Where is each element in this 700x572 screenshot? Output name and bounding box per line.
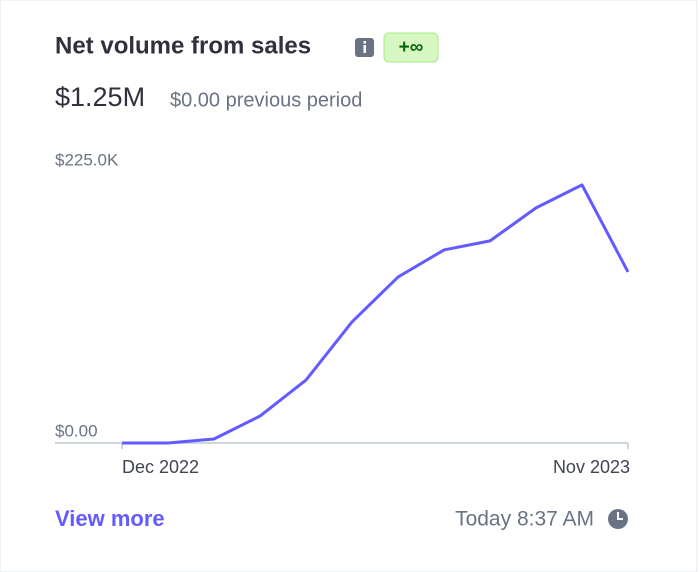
badge-text: +∞	[399, 37, 424, 58]
x-tick-label: Nov 2023	[553, 457, 630, 477]
y-tick-label: $225.0K	[55, 150, 119, 169]
updated-time: Today 8:37 AM	[455, 508, 594, 531]
view-more-link[interactable]: View more	[55, 506, 165, 531]
chart-title: Net volume from sales	[55, 32, 311, 59]
line	[122, 183, 630, 445]
info-icon-glyph	[363, 45, 366, 53]
clock-hands	[617, 512, 623, 520]
comparison: $0.00 previous period	[170, 89, 362, 111]
y-tick-label: $0.00	[55, 421, 98, 440]
info-icon-dot	[363, 41, 366, 44]
badge	[383, 32, 439, 63]
x-tick-label: Dec 2022	[122, 457, 199, 477]
total: $1.25M	[55, 82, 145, 112]
